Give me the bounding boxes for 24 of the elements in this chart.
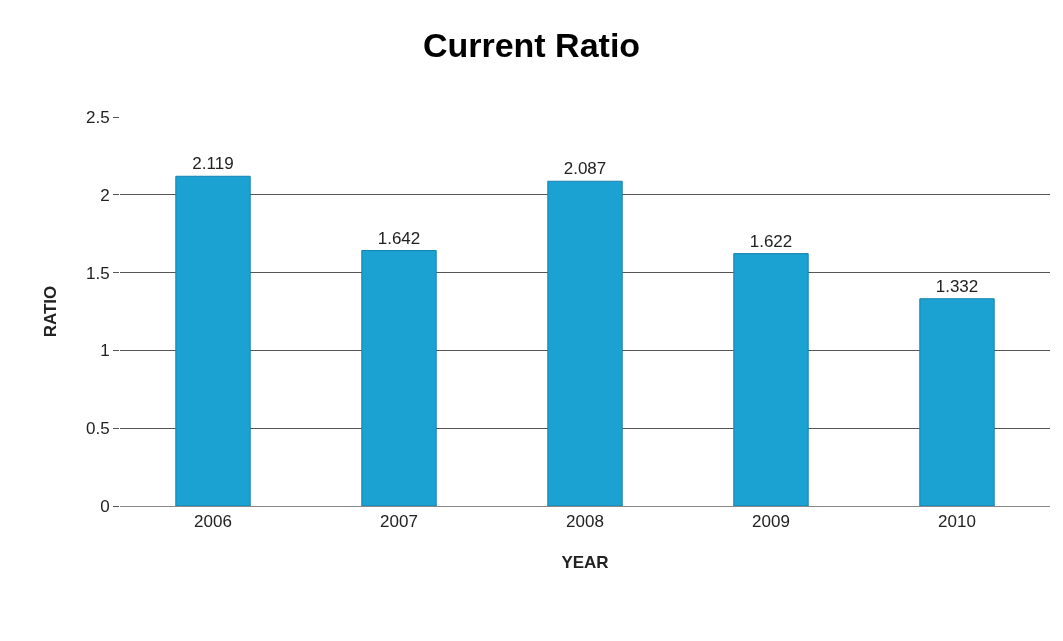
- bar: [175, 175, 251, 506]
- bar: [919, 298, 995, 506]
- y-axis-title: RATIO: [40, 285, 60, 338]
- data-label: 2.087: [563, 159, 607, 179]
- x-tick-label: 2008: [566, 512, 604, 532]
- y-tick-label: 2.5: [85, 107, 110, 127]
- x-tick-label: 2006: [194, 512, 232, 532]
- y-tick-label: 0: [100, 496, 110, 516]
- bar: [547, 180, 623, 506]
- chart-title: Current Ratio: [422, 25, 641, 64]
- bar: [361, 250, 437, 506]
- data-label: 1.642: [377, 228, 421, 248]
- data-label: 1.332: [935, 276, 979, 296]
- y-tick-label: 1.5: [85, 263, 110, 283]
- x-tick-label: 2009: [752, 512, 790, 532]
- x-tick-label: 2010: [938, 512, 976, 532]
- x-axis-title: YEAR: [561, 552, 609, 572]
- y-tick-label: 0.5: [85, 419, 110, 439]
- data-label: 1.622: [749, 231, 793, 251]
- x-tick-label: 2007: [380, 512, 418, 532]
- y-tick-label: 1: [100, 341, 110, 361]
- data-label: 2.119: [192, 154, 234, 174]
- bar: [733, 253, 809, 506]
- y-tick-label: 2: [100, 185, 110, 205]
